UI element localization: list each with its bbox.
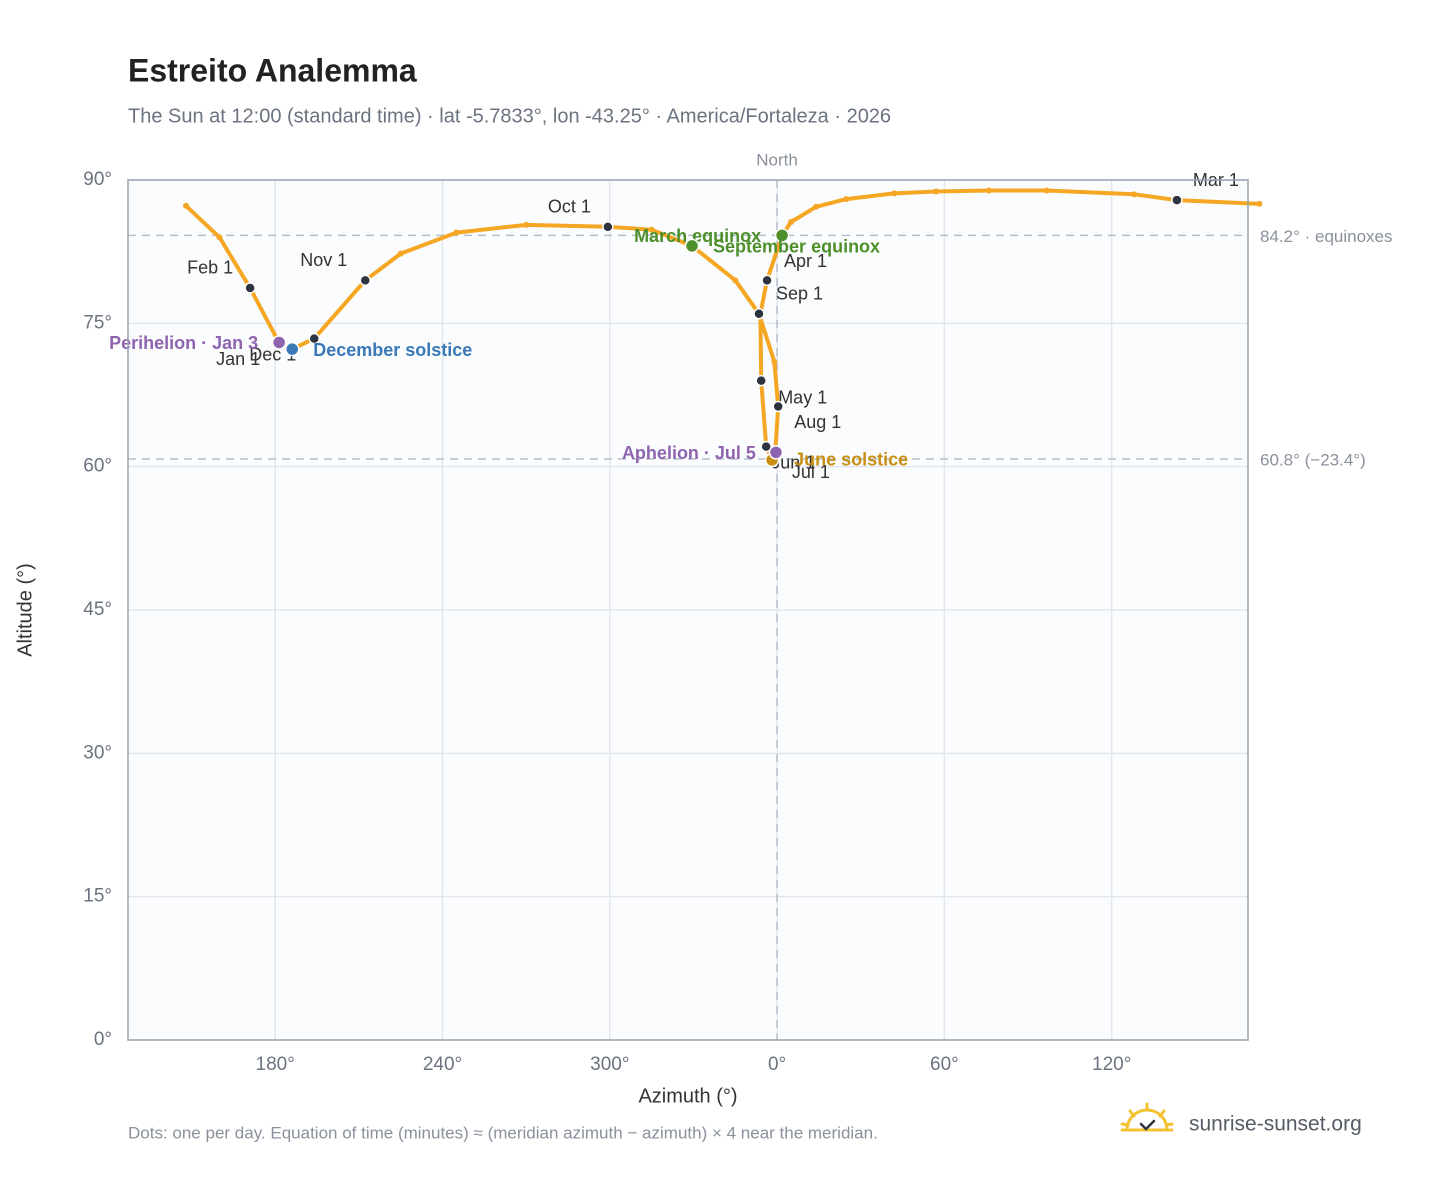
day-dot [453,229,460,236]
event-marker [774,228,790,243]
day-dot [523,221,530,228]
month-marker [753,308,765,320]
month-label: Feb 1 [187,258,233,278]
reference-label: 84.2° · equinoxes [1260,227,1393,246]
event-label: September equinox [713,237,880,257]
day-dot [648,226,655,233]
day-dot [771,358,778,365]
event-label: March equinox [634,226,761,246]
x-tick-label: 0° [768,1054,786,1075]
month-label: Oct 1 [548,197,591,217]
y-tick-label: 90° [83,169,112,190]
month-marker [308,332,320,345]
reference-label: 60.8° (−23.4°) [1260,451,1366,470]
day-dot [985,187,992,194]
chart-title: Estreito Analemma [128,52,417,88]
day-dot [933,188,940,195]
day-dot [397,250,404,257]
month-marker [760,440,772,453]
day-dot [1043,187,1050,194]
y-tick-label: 60° [83,456,112,477]
day-dot [1256,200,1263,207]
day-dot [891,190,898,197]
month-label: Aug 1 [794,412,841,432]
y-tick-label: 15° [83,886,112,907]
month-label: Jan 1 [216,349,260,369]
x-tick-label: 60° [930,1054,959,1075]
x-tick-label: 180° [256,1054,295,1075]
day-dot [182,202,189,209]
event-marker [684,238,700,254]
day-dot [813,203,820,210]
event-label: June solstice [794,450,908,470]
month-label: Sep 1 [776,284,823,304]
x-tick-label: 300° [590,1054,629,1075]
month-marker [761,274,773,287]
day-dot [216,234,223,241]
month-label: May 1 [778,387,827,407]
x-tick-label: 120° [1092,1054,1131,1075]
footnote: Dots: one per day. Equation of time (min… [128,1123,878,1142]
x-tick-label: 240° [423,1054,462,1075]
day-dot [732,277,739,284]
month-label: Apr 1 [784,251,827,271]
north-label: North [756,150,798,169]
day-dot [843,196,850,203]
event-label: Aphelion · Jul 5 [622,443,756,463]
month-label: Jul 1 [792,462,830,482]
month-label: Nov 1 [300,250,347,270]
month-marker [755,374,767,387]
x-axis-title: Azimuth (°) [638,1085,737,1107]
month-marker [244,282,256,294]
plot-border [127,179,1249,1041]
month-label: Dec 1 [249,344,296,364]
y-tick-label: 45° [83,599,112,620]
y-tick-label: 30° [83,742,112,763]
month-marker [602,221,614,233]
y-axis-title: Altitude (°) [14,563,36,657]
y-tick-label: 0° [94,1029,112,1050]
event-label: December solstice [313,340,472,360]
day-dot [1130,191,1137,198]
event-marker [768,445,784,460]
day-dot [788,219,795,226]
chart-subtitle: The Sun at 12:00 (standard time) · lat -… [128,105,891,127]
month-marker [1171,194,1183,206]
month-marker [359,274,372,287]
brand-logo [1120,1102,1174,1132]
event-marker [271,335,287,350]
event-marker [284,341,300,357]
event-label: Perihelion · Jan 3 [109,333,258,353]
month-label: Jun 1 [771,452,815,472]
y-tick-label: 75° [83,312,112,333]
brand-name: sunrise-sunset.org [1189,1113,1362,1136]
month-marker [772,400,784,413]
